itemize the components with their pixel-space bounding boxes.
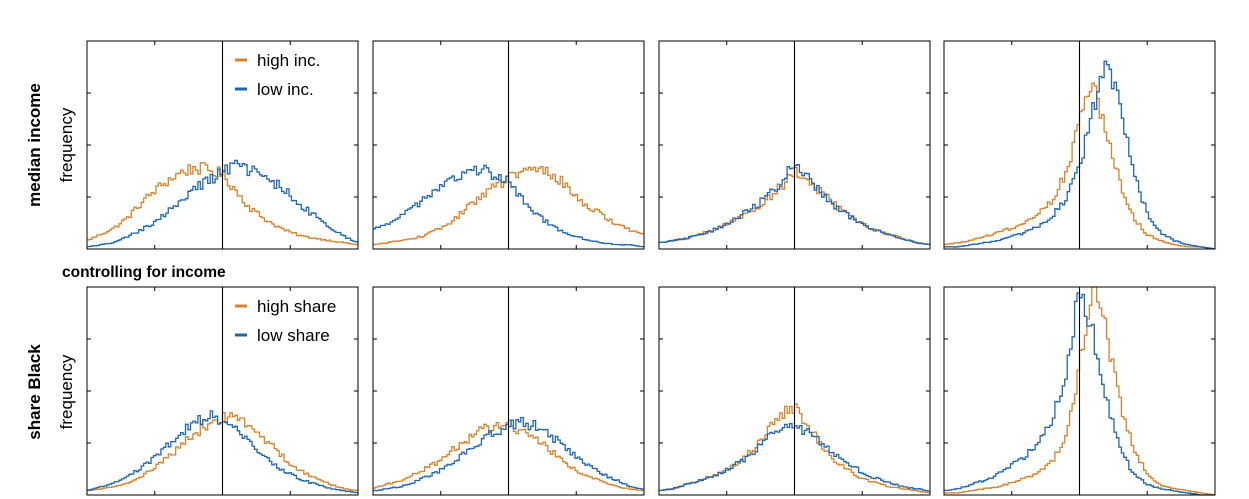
panel-1-2 xyxy=(372,40,645,250)
axes-box xyxy=(943,40,1216,250)
axes-box xyxy=(658,286,931,496)
row-label-share-black: share Black xyxy=(25,344,44,440)
series-line-low-inc xyxy=(87,159,358,248)
legend-label: high share xyxy=(257,297,336,316)
panel-2-3 xyxy=(658,286,931,496)
panel-2-2 xyxy=(372,286,645,496)
axes-box xyxy=(372,286,645,496)
axes-box xyxy=(86,40,359,250)
legend-label: high inc. xyxy=(257,51,320,70)
y-label-top: frequency xyxy=(57,107,76,182)
series-line-low-share xyxy=(659,422,930,492)
section-label: controlling for income xyxy=(62,264,226,281)
axes-box xyxy=(372,40,645,250)
series-line-low-inc xyxy=(944,60,1215,250)
panel-1-1: high inc. low inc. xyxy=(86,40,359,250)
series-line-high-inc xyxy=(944,82,1215,250)
row-label-median-income: median income xyxy=(25,83,44,207)
axes-box xyxy=(943,286,1216,496)
legend-label: low inc. xyxy=(257,80,314,99)
series-line-high-share xyxy=(373,419,644,492)
panel-2-4 xyxy=(943,286,1216,496)
panel-1-3 xyxy=(658,40,931,250)
legend-label: low share xyxy=(257,326,330,345)
axes-box xyxy=(658,40,931,250)
panel-2-1: high share low share xyxy=(86,286,359,496)
series-line-low-inc xyxy=(373,164,644,248)
series-line-low-share xyxy=(944,292,1215,496)
panel-1-4 xyxy=(943,40,1216,250)
axes-box xyxy=(86,286,359,496)
y-label-bottom: frequency xyxy=(57,354,76,429)
series-line-low-share xyxy=(373,416,644,492)
panels: high inc. low inc. high share low share xyxy=(86,40,1216,496)
series-line-low-share xyxy=(87,410,358,494)
